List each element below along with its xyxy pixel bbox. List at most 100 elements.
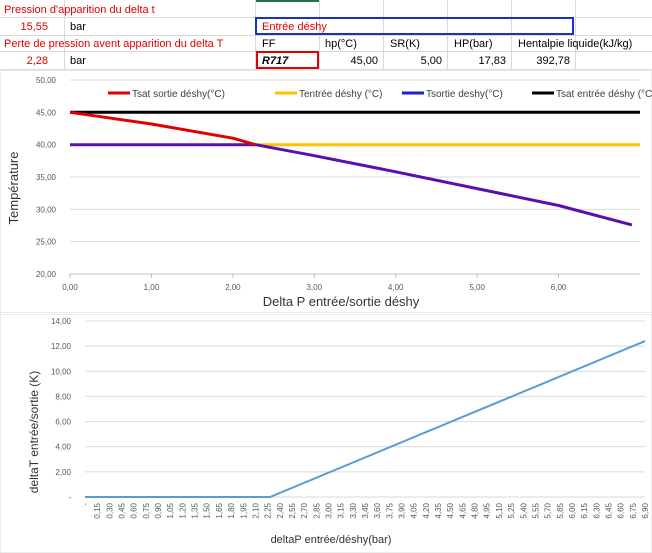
cell-sr-value[interactable]: 5,00	[420, 55, 442, 67]
chart2-xtick-label: 4,80	[471, 502, 480, 518]
chart2-xtick-label: 5,10	[495, 502, 504, 518]
chart2-xlabel: deltaP entrée/déshy(bar)	[271, 534, 392, 546]
cell-enthalpy-value[interactable]: 392,78	[536, 55, 570, 67]
chart2-ytick-label: 10,00	[51, 367, 72, 376]
chart2-xtick-label: 2,10	[251, 502, 260, 518]
spreadsheet-area: Pression d'apparition du delta t 15,55 b…	[0, 0, 652, 70]
chart2-xtick-label: 0,30	[105, 502, 114, 518]
chart1-xtick-label: 4,00	[388, 283, 404, 292]
chart2-xtick-label: 2,85	[312, 502, 321, 518]
chart2-ytick-label: -	[68, 493, 71, 502]
chart2-xtick-label: 1,35	[191, 502, 200, 518]
chart1-xtick-label: 1,00	[144, 283, 160, 292]
chart2-xtick-label: 6,00	[568, 502, 577, 518]
cell-inlet-header[interactable]: Entrée déshy	[262, 21, 327, 33]
cell-refrigerant[interactable]: R717	[262, 55, 289, 67]
selected-column-indicator	[256, 0, 319, 2]
chart2-xtick-label: 6,45	[604, 502, 613, 518]
chart2-xtick-label: 1,80	[227, 502, 236, 518]
cell-pressure-loss-label[interactable]: Perte de pression avent apparition du de…	[4, 38, 224, 50]
chart2-xtick-label: 1,65	[215, 502, 224, 518]
inlet-header-box	[255, 17, 574, 35]
col-gridline	[575, 0, 576, 70]
col-gridline	[447, 0, 448, 70]
chart2-xtick-label: 4,05	[410, 502, 419, 518]
chart2-xtick-label: 3,45	[361, 502, 370, 518]
chart1-legend-label: Tsortie deshy(°C)	[426, 89, 503, 100]
chart1-ylabel: Température	[6, 152, 21, 225]
cell-hp-value[interactable]: 45,00	[350, 55, 378, 67]
chart2-xtick-label: 5,40	[519, 502, 528, 518]
cell-col-ff[interactable]: FF	[262, 36, 280, 52]
chart2-xtick-label: 0,60	[130, 502, 139, 518]
chart1-ytick-label: 30,00	[36, 205, 57, 214]
cell-pressure-value[interactable]: 15,55	[20, 21, 48, 33]
cell-col-hp[interactable]: hp(°C)	[325, 38, 357, 50]
chart2-xtick-label: 3,75	[385, 502, 394, 518]
col-gridline	[383, 0, 384, 70]
chart2-xtick-label: 4,35	[434, 502, 443, 518]
chart2-xtick-label: 6,75	[629, 502, 638, 518]
chart2-xtick-label: 3,90	[398, 502, 407, 518]
chart2-xtick-label: 0,90	[154, 502, 163, 518]
chart2-xtick-label: 5,70	[544, 502, 553, 518]
chart2-ytick-label: 8,00	[55, 392, 71, 401]
chart2-xtick-label: 4,50	[446, 502, 455, 518]
chart1-xtick-label: 6,00	[551, 283, 567, 292]
chart2-xtick-label: 1,95	[239, 502, 248, 518]
cell-col-hp-bar[interactable]: HP(bar)	[454, 38, 493, 50]
chart1-legend-label: Tsat entrée déshy (°C)	[556, 89, 652, 100]
chart2-xtick-label: 5,25	[507, 502, 516, 518]
chart1-legend-label: Tentrée déshy (°C)	[299, 89, 382, 100]
chart2-xtick-label: 0,75	[142, 502, 151, 518]
temperature-chart[interactable]: 20,00 25,00 30,00 35,00 40,00 45,00 50,00 0,00…	[0, 70, 652, 313]
cell-pressure-loss-unit[interactable]: bar	[70, 55, 86, 67]
chart2-xtick-label: 4,20	[422, 502, 431, 518]
cell-pressure-unit[interactable]: bar	[70, 21, 86, 33]
chart2-xtick-label: 2,40	[276, 502, 285, 518]
chart1-ytick-label: 50,00	[36, 76, 57, 85]
chart1-series-1[interactable]	[69, 110, 257, 147]
cell-hp-bar-value[interactable]: 17,83	[478, 55, 506, 67]
refrigerant-box	[256, 51, 319, 69]
chart1-legend-label: Tsat sortie déshy(°C)	[132, 89, 225, 100]
chart2-xtick-label: 2,55	[288, 502, 297, 518]
chart2-xtick-label: 6,60	[617, 502, 626, 518]
col-gridline	[255, 0, 256, 70]
chart1-xtick-label: 5,00	[469, 283, 485, 292]
chart2-ytick-label: 6,00	[55, 418, 71, 427]
chart1-xtick-label: 2,00	[225, 283, 241, 292]
chart2-xtick-label: 3,60	[373, 502, 382, 518]
chart2-xtick-label: 1,50	[203, 502, 212, 518]
chart2-ytick-label: 4,00	[55, 443, 71, 452]
chart2-xtick-label: 0,15	[93, 502, 102, 518]
chart1-xtick-label: 0,00	[62, 283, 78, 292]
col-gridline	[319, 0, 320, 70]
chart1-xtick-label: 3,00	[306, 283, 322, 292]
chart2-series-deltat[interactable]	[85, 340, 646, 498]
chart1-xlabel: Delta P entrée/sortie déshy	[263, 294, 420, 309]
cell-pressure-label[interactable]: Pression d'apparition du delta t	[4, 4, 155, 16]
chart2-xtick-label: 2,25	[264, 502, 273, 518]
chart1-ytick-label: 35,00	[36, 173, 57, 182]
chart2-ytick-label: 12,00	[51, 342, 72, 351]
chart2-xtick-label: 4,95	[483, 502, 492, 518]
chart2-xtick-label: 5,55	[531, 502, 540, 518]
chart2-xtick-label: 1,20	[178, 502, 187, 518]
cell-pressure-loss-value[interactable]: 2,28	[26, 55, 48, 67]
chart1-ytick-label: 25,00	[36, 238, 57, 247]
cell-col-sr[interactable]: SR(K)	[390, 38, 420, 50]
chart2-ytick-label: 14,00	[51, 317, 72, 326]
cell-col-enthalpy[interactable]: Hentalpie liquide(kJ/kg)	[518, 38, 633, 50]
chart1-ytick-label: 20,00	[36, 270, 57, 279]
chart2-ylabel: deltaT entrée/sortie (K)	[27, 371, 41, 494]
col-gridline	[511, 0, 512, 70]
chart2-xtick-label: 3,15	[337, 502, 346, 518]
row-gridline	[0, 35, 652, 36]
chart1-ytick-label: 45,00	[36, 108, 57, 117]
chart2-ytick-label: 2,00	[55, 468, 71, 477]
chart2-xtick-label: 0,45	[118, 502, 127, 518]
chart2-xtick-label: 2,70	[300, 502, 309, 518]
chart2-xtick-label: 6,15	[580, 502, 589, 518]
